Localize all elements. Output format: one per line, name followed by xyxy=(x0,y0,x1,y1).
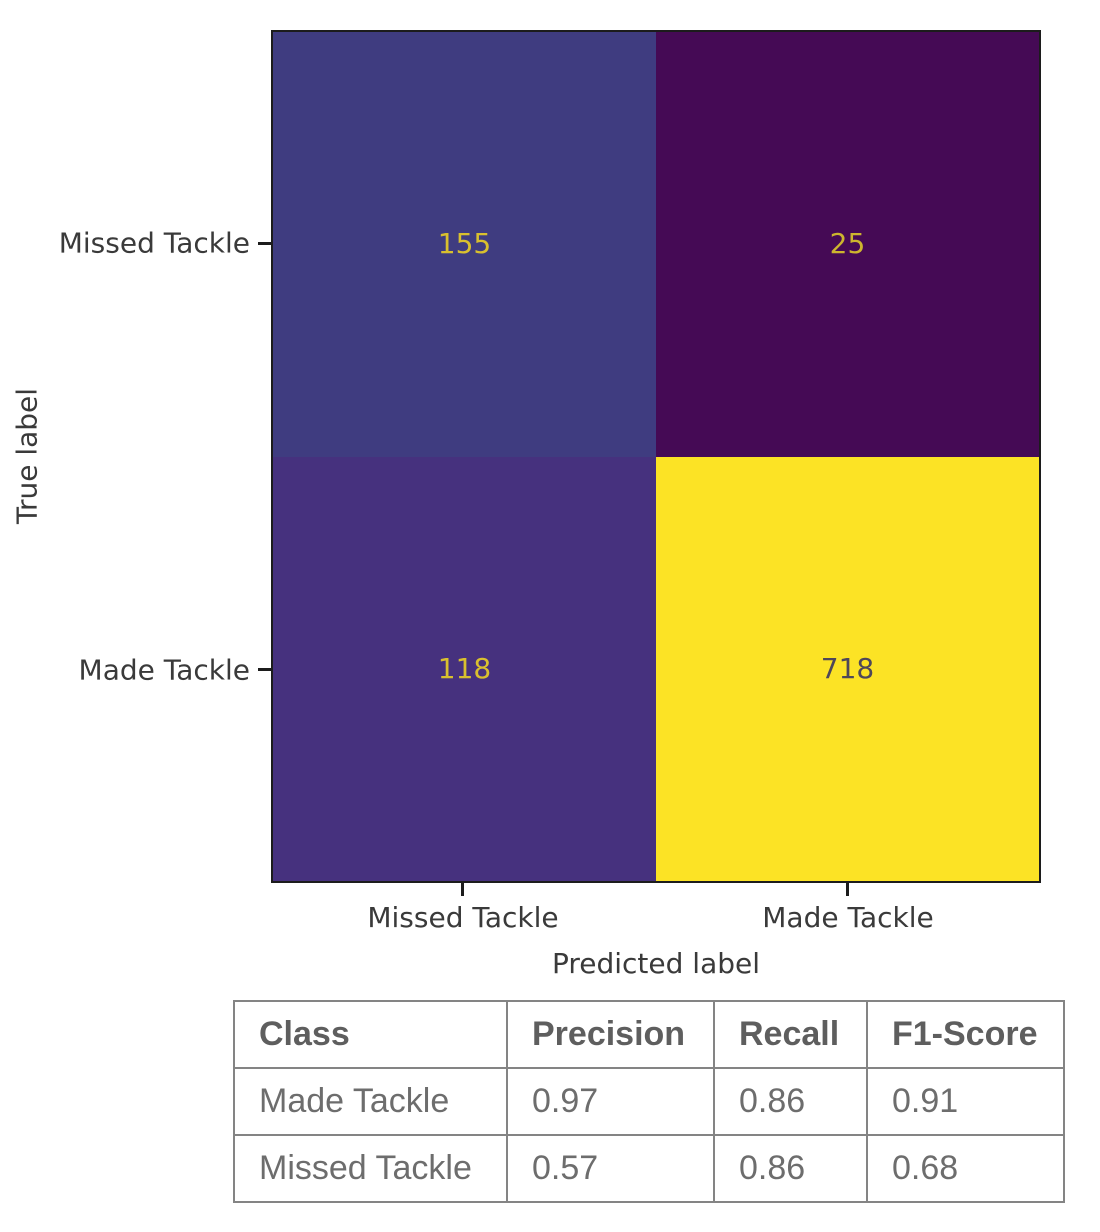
cell-value: 118 xyxy=(437,651,492,685)
metrics-cell-class: Missed Tackle xyxy=(233,1134,508,1203)
matrix-cell-true-missed-pred-made: 25 xyxy=(656,32,1039,457)
matrix-cell-true-made-pred-missed: 118 xyxy=(273,456,656,881)
y-tick-label-made-tackle: Made Tackle xyxy=(78,653,250,687)
metrics-table-header-row: Class Precision Recall F1-Score xyxy=(233,1000,1065,1069)
metrics-cell-precision: 0.57 xyxy=(506,1134,715,1203)
cell-value: 25 xyxy=(829,227,866,261)
x-tick-label-missed-tackle: Missed Tackle xyxy=(367,901,559,934)
metrics-cell-recall: 0.86 xyxy=(713,1067,868,1136)
y-tick-label-missed-tackle: Missed Tackle xyxy=(58,226,250,260)
y-axis-title: True label xyxy=(10,387,44,525)
metrics-cell-recall: 0.86 xyxy=(713,1134,868,1203)
metrics-cell-precision: 0.97 xyxy=(506,1067,715,1136)
y-axis-tick-mark xyxy=(258,668,271,671)
x-tick-label-made-tackle: Made Tackle xyxy=(762,901,934,934)
table-row-missed-tackle: Missed Tackle 0.57 0.86 0.68 xyxy=(233,1134,1065,1203)
cell-value: 718 xyxy=(820,651,875,685)
metrics-cell-class: Made Tackle xyxy=(233,1067,508,1136)
matrix-cell-true-missed-pred-missed: 155 xyxy=(273,32,656,457)
metrics-header-f1-score: F1-Score xyxy=(866,1000,1065,1069)
metrics-header-class: Class xyxy=(233,1000,508,1069)
metrics-header-precision: Precision xyxy=(506,1000,715,1069)
confusion-matrix-heatmap: 155 25 118 718 xyxy=(271,30,1041,883)
cell-value: 155 xyxy=(437,227,492,261)
x-axis-tick-mark xyxy=(461,883,464,896)
metrics-header-recall: Recall xyxy=(713,1000,868,1069)
matrix-cell-true-made-pred-made: 718 xyxy=(656,456,1039,881)
y-axis-tick-mark xyxy=(258,242,271,245)
metrics-cell-f1-score: 0.68 xyxy=(866,1134,1065,1203)
metrics-table: Class Precision Recall F1-Score Made Tac… xyxy=(233,1000,1065,1203)
table-row-made-tackle: Made Tackle 0.97 0.86 0.91 xyxy=(233,1067,1065,1136)
metrics-cell-f1-score: 0.91 xyxy=(866,1067,1065,1136)
x-axis-title: Predicted label xyxy=(551,947,761,980)
x-axis-tick-mark xyxy=(846,883,849,896)
